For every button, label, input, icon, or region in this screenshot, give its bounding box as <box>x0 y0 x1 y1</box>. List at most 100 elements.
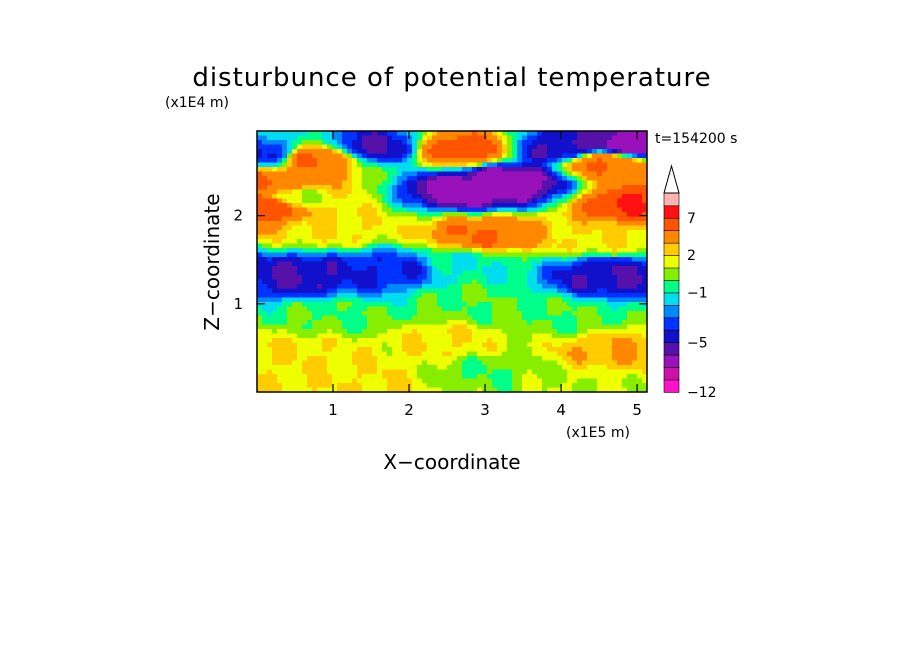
heatmap-cell <box>507 234 513 240</box>
heatmap-cell <box>372 297 378 303</box>
heatmap-cell <box>317 284 323 290</box>
heatmap-cell <box>377 216 383 222</box>
heatmap-cell <box>357 306 363 312</box>
heatmap-cell <box>422 207 428 213</box>
heatmap-cell <box>517 351 523 357</box>
heatmap-cell <box>357 189 363 195</box>
heatmap-cell <box>462 342 468 348</box>
heatmap-cell <box>537 347 543 353</box>
heatmap-cell <box>542 387 548 392</box>
heatmap-cell <box>412 158 418 164</box>
heatmap-cell <box>382 387 388 392</box>
heatmap-cell <box>437 230 443 236</box>
heatmap-cell <box>612 176 618 182</box>
heatmap-cell <box>327 176 333 182</box>
heatmap-cell <box>407 153 413 159</box>
heatmap-cell <box>507 297 513 303</box>
heatmap-cell <box>497 198 503 204</box>
heatmap-cell <box>432 176 438 182</box>
heatmap-cell <box>307 360 313 366</box>
heatmap-cell <box>377 207 383 213</box>
heatmap-cell <box>357 369 363 375</box>
heatmap-cell <box>532 252 538 258</box>
heatmap-cell <box>512 257 518 263</box>
heatmap-cell <box>437 284 443 290</box>
y-tick-label: 1 <box>233 295 243 313</box>
heatmap-cell <box>302 144 308 150</box>
heatmap-cell <box>632 144 638 150</box>
heatmap-cell <box>312 239 318 245</box>
heatmap-cell <box>297 306 303 312</box>
heatmap-cell <box>627 302 633 308</box>
heatmap-cell <box>392 306 398 312</box>
heatmap-cell <box>447 167 453 173</box>
heatmap-cell <box>342 324 348 330</box>
heatmap-cell <box>512 252 518 258</box>
heatmap-cell <box>577 248 583 254</box>
heatmap-cell <box>557 266 563 272</box>
heatmap-cell <box>607 230 613 236</box>
heatmap-cell <box>262 311 268 317</box>
heatmap-cell <box>367 311 373 317</box>
heatmap-cell <box>602 185 608 191</box>
heatmap-cell <box>257 374 263 380</box>
heatmap-cell <box>362 351 368 357</box>
heatmap-cell <box>622 311 628 317</box>
heatmap-cell <box>377 248 383 254</box>
heatmap-cell <box>257 167 263 173</box>
heatmap-cell <box>622 140 628 146</box>
heatmap-cell <box>407 288 413 294</box>
heatmap-cell <box>282 311 288 317</box>
heatmap-cell <box>642 194 647 200</box>
heatmap-cell <box>532 374 538 380</box>
heatmap-cell <box>527 189 533 195</box>
heatmap-cell <box>322 383 328 389</box>
heatmap-cell <box>487 221 493 227</box>
heatmap-cell <box>547 248 553 254</box>
heatmap-cell <box>557 167 563 173</box>
heatmap-cell <box>422 167 428 173</box>
heatmap-cell <box>277 140 283 146</box>
heatmap-cell <box>312 176 318 182</box>
heatmap-cell <box>477 131 483 137</box>
colorbar-label: −1 <box>687 286 708 302</box>
heatmap-cell <box>257 162 263 168</box>
heatmap-cell <box>637 144 643 150</box>
heatmap-cell <box>362 275 368 281</box>
heatmap-cell <box>502 266 508 272</box>
heatmap-cell <box>607 284 613 290</box>
heatmap-cell <box>462 311 468 317</box>
heatmap-cell <box>432 216 438 222</box>
heatmap-cell <box>547 158 553 164</box>
heatmap-cell <box>627 216 633 222</box>
heatmap-cell <box>357 302 363 308</box>
heatmap-cell <box>352 306 358 312</box>
heatmap-cell <box>282 180 288 186</box>
heatmap-cell <box>587 320 593 326</box>
heatmap-cell <box>392 153 398 159</box>
heatmap-cell <box>542 216 548 222</box>
heatmap-cell <box>637 252 643 258</box>
heatmap-cell <box>517 342 523 348</box>
heatmap-cell <box>382 234 388 240</box>
heatmap-cell <box>577 261 583 267</box>
heatmap-cell <box>317 131 323 137</box>
heatmap-cell <box>637 324 643 330</box>
heatmap-cell <box>272 252 278 258</box>
heatmap-cell <box>632 149 638 155</box>
heatmap-cell <box>367 212 373 218</box>
heatmap-cell <box>477 293 483 299</box>
heatmap-cell <box>542 351 548 357</box>
heatmap-cell <box>447 185 453 191</box>
heatmap-cell <box>582 293 588 299</box>
heatmap-cell <box>327 239 333 245</box>
heatmap-cell <box>577 275 583 281</box>
heatmap-cell <box>357 257 363 263</box>
heatmap-cell <box>257 149 263 155</box>
heatmap-cell <box>622 297 628 303</box>
colorbar-segment <box>663 329 680 343</box>
heatmap-cell <box>592 347 598 353</box>
heatmap-cell <box>452 171 458 177</box>
heatmap-cell <box>267 198 273 204</box>
heatmap-cell <box>617 311 623 317</box>
